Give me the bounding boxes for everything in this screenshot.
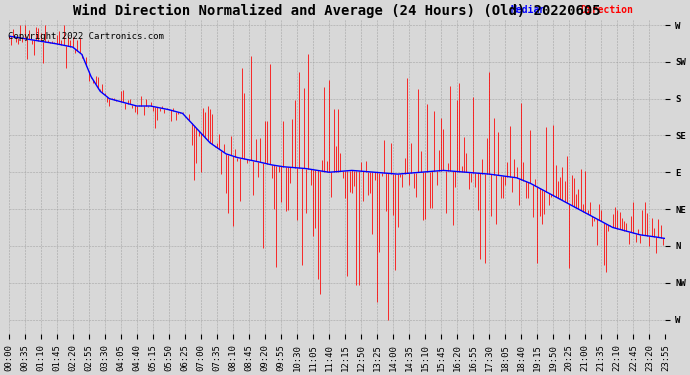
Text: Copyright 2022 Cartronics.com: Copyright 2022 Cartronics.com	[8, 32, 164, 41]
Title: Wind Direction Normalized and Average (24 Hours) (Old) 20220605: Wind Direction Normalized and Average (2…	[73, 4, 601, 18]
Text: Median: Median	[511, 5, 546, 15]
Text: Direction: Direction	[580, 5, 633, 15]
